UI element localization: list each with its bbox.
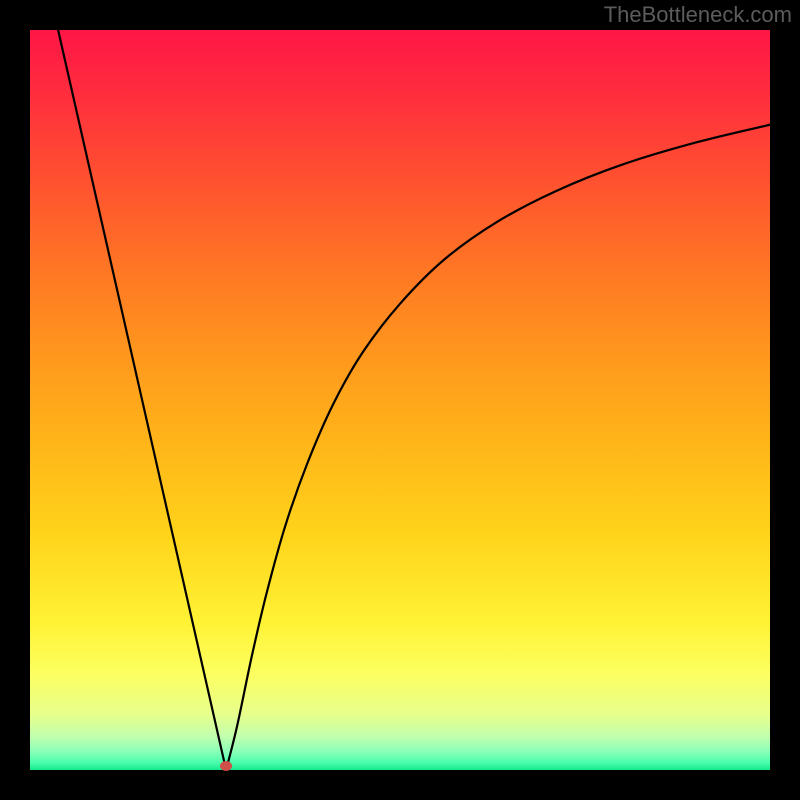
chart-curve	[30, 30, 770, 770]
chart-plot-area	[30, 30, 770, 770]
watermark-text: TheBottleneck.com	[604, 2, 792, 28]
